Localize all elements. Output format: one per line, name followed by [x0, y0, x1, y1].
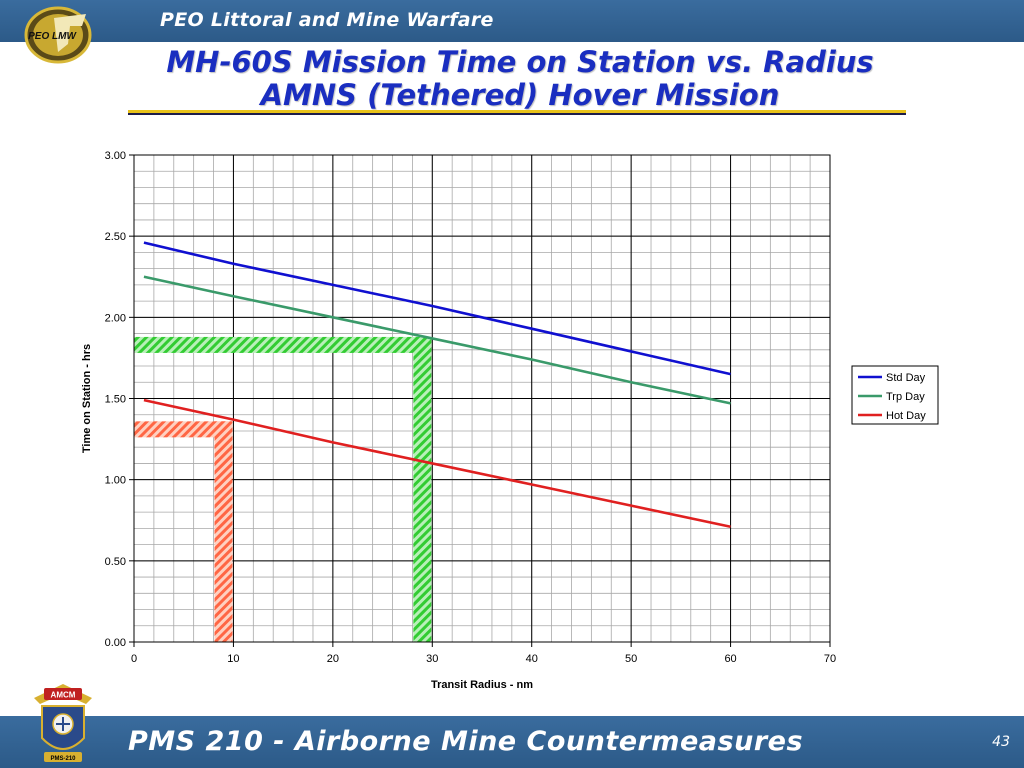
page-number: 43 — [992, 734, 1010, 750]
chart: 0 10 20 30 40 50 60 70 0.00 0.50 1.00 1.50 2.00 2.50… — [70, 140, 950, 700]
footer-title: PMS 210 - Airborne Mine Countermeasures — [128, 726, 804, 757]
title-underline — [128, 110, 906, 115]
peo-logo-text: PEO LMW — [28, 31, 77, 42]
x-tick-label: 50 — [625, 653, 637, 665]
y-tick-label: 0.50 — [105, 556, 126, 568]
amcm-logo-bottom-text: PMS-210 — [50, 756, 76, 762]
highlight-horizontal-band — [134, 336, 432, 353]
footer-bar — [0, 716, 1024, 768]
org-name: PEO Littoral and Mine Warfare — [160, 9, 494, 31]
y-tick-labels: 0.00 0.50 1.00 1.50 2.00 2.50 3.00 — [105, 150, 126, 649]
x-tick-labels: 0 10 20 30 40 50 60 70 — [131, 653, 836, 665]
legend: Std Day Trp Day Hot Day — [851, 365, 939, 425]
title-line-1: MH-60S Mission Time on Station vs. Radiu… — [166, 45, 874, 79]
x-tick-label: 10 — [227, 653, 239, 665]
x-tick-label: 20 — [327, 653, 339, 665]
x-tick-label: 60 — [724, 653, 736, 665]
legend-label-std-day: Std Day — [886, 372, 926, 384]
amcm-logo: AMCM PMS-210 — [34, 684, 92, 762]
series-line-hot-day — [143, 398, 731, 529]
highlight-vertical-band — [214, 421, 233, 642]
highlight-horizontal-band — [134, 421, 233, 438]
x-tick-label: 70 — [824, 653, 836, 665]
series-line-std-day — [143, 241, 731, 376]
plot-frame — [133, 154, 831, 643]
y-tick-label: 1.00 — [105, 475, 126, 487]
amcm-logo-top-text: AMCM — [51, 691, 76, 700]
x-tick-label: 0 — [131, 653, 137, 665]
y-tick-label: 3.00 — [105, 150, 126, 162]
header-bar — [0, 0, 1024, 42]
highlight-bands — [134, 336, 432, 642]
slide-title: MH-60S Mission Time on Station vs. Radiu… — [130, 46, 910, 112]
y-tick-label: 2.50 — [105, 231, 126, 243]
chart-svg: 0 10 20 30 40 50 60 70 0.00 0.50 1.00 1.50 2.00 2.50… — [81, 150, 939, 691]
highlight-vertical-band — [413, 336, 432, 642]
x-axis-label: Transit Radius - nm — [431, 679, 533, 691]
legend-label-hot-day: Hot Day — [886, 410, 926, 422]
y-tick-label: 1.50 — [105, 394, 126, 406]
series-line-trp-day — [143, 275, 731, 405]
peo-lmw-logo: PEO LMW — [24, 6, 92, 64]
title-line-2: AMNS (Tethered) Hover Mission — [260, 78, 780, 112]
y-tick-label: 0.00 — [105, 637, 126, 649]
legend-label-trp-day: Trp Day — [886, 391, 925, 403]
y-axis-label: Time on Station - hrs — [81, 344, 93, 453]
x-tick-label: 40 — [526, 653, 538, 665]
series-lines — [143, 241, 731, 529]
y-tick-label: 2.00 — [105, 312, 126, 324]
x-tick-label: 30 — [426, 653, 438, 665]
